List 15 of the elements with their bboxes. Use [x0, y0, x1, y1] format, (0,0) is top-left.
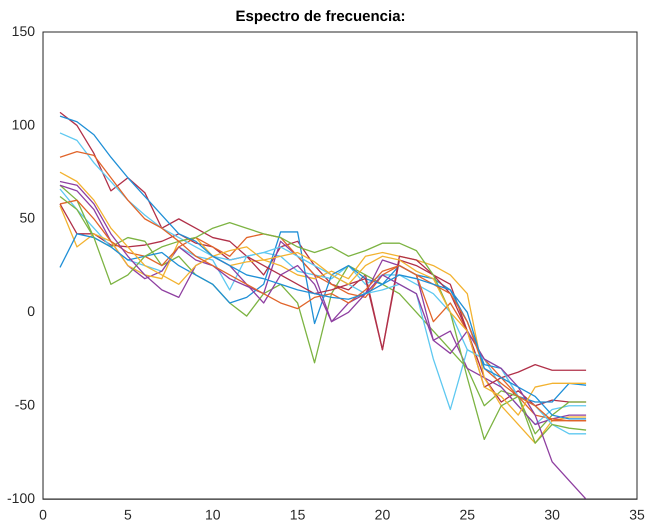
y-tick-label: 0: [27, 303, 36, 320]
y-tick-label: -100: [6, 490, 36, 506]
x-tick-label: 30: [544, 506, 560, 522]
chart-title: Espectro de frecuencia:: [235, 8, 406, 26]
x-tick-label: 25: [460, 506, 476, 522]
y-tick-label: 150: [12, 22, 36, 39]
x-tick-label: 35: [629, 506, 645, 522]
x-tick-label: 15: [290, 506, 306, 522]
x-tick-label: 5: [124, 506, 132, 522]
x-tick-label: 20: [374, 506, 390, 522]
x-tick-label: 10: [204, 506, 221, 522]
y-tick-label: 50: [19, 210, 36, 226]
x-tick-label: 0: [39, 506, 48, 522]
y-tick-label: 100: [12, 116, 36, 132]
y-tick-label: -50: [14, 396, 36, 413]
